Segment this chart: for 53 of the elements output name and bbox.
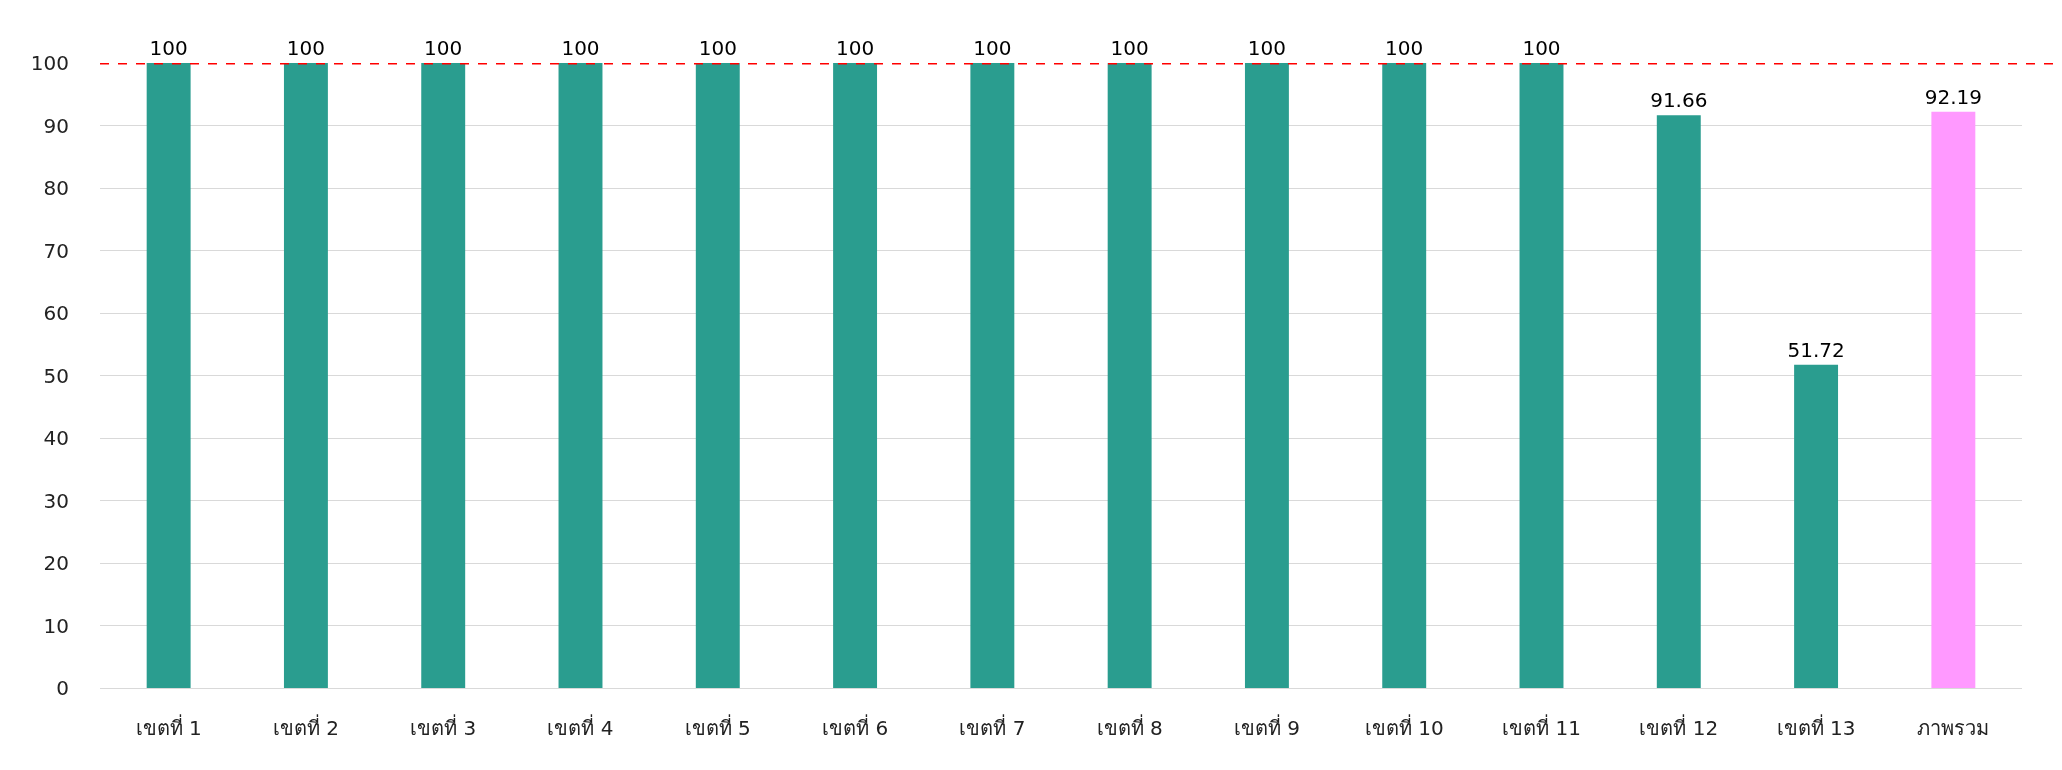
bar — [1382, 63, 1427, 688]
data-label: 100 — [835, 36, 875, 60]
x-tick-label: เขตที่ 10 — [1364, 714, 1444, 740]
bar — [695, 63, 740, 688]
x-tick-label: เขตที่ 1 — [135, 714, 202, 740]
bar — [1656, 115, 1701, 688]
x-tick-label: เขตที่ 7 — [959, 714, 1026, 740]
data-label: 100 — [561, 36, 600, 60]
data-label: 100 — [1247, 36, 1287, 60]
bar — [970, 63, 1015, 688]
data-label: 91.66 — [1650, 88, 1708, 113]
x-tick-label: เขตที่ 13 — [1776, 714, 1856, 740]
y-tick-label: 90 — [43, 113, 69, 138]
data-label: 100 — [698, 36, 737, 60]
y-tick-label: 10 — [43, 613, 69, 638]
data-label: 100 — [1385, 36, 1424, 60]
data-label: 51.72 — [1787, 337, 1845, 362]
bar — [833, 63, 878, 688]
data-label: 100 — [973, 36, 1012, 60]
x-tick-label: เขตที่ 6 — [822, 714, 889, 740]
y-tick-label: 30 — [43, 488, 69, 513]
x-tick-label: เขตที่ 3 — [410, 714, 477, 740]
y-tick-label: 20 — [43, 551, 69, 575]
bar — [558, 63, 603, 688]
x-tick-label: เขตที่ 4 — [547, 714, 614, 740]
bar — [1244, 63, 1289, 688]
x-tick-label: เขตที่ 5 — [684, 714, 751, 740]
x-tick-label: เขตที่ 2 — [272, 714, 339, 740]
data-label: 100 — [1110, 36, 1149, 60]
x-tick-label: เขตที่ 8 — [1096, 714, 1163, 740]
x-tick-label: เขตที่ 11 — [1502, 714, 1581, 740]
bar — [1107, 63, 1152, 688]
bar — [1519, 63, 1564, 688]
data-label: 100 — [1522, 36, 1561, 60]
bar — [1931, 111, 1976, 688]
y-tick-label: 0 — [56, 676, 69, 700]
bar — [146, 63, 191, 688]
data-label: 100 — [149, 36, 188, 60]
bar — [283, 63, 328, 688]
bar — [1794, 364, 1839, 688]
y-tick-label: 60 — [43, 301, 69, 325]
y-tick-label: 40 — [43, 426, 69, 450]
x-tick-label: เขตที่ 12 — [1639, 714, 1719, 740]
y-tick-label: 100 — [30, 51, 69, 75]
bar — [421, 63, 466, 688]
y-tick-label: 70 — [43, 238, 69, 263]
x-tick-label: เขตที่ 9 — [1233, 714, 1300, 740]
data-label: 100 — [286, 36, 326, 60]
y-tick-label: 80 — [43, 176, 69, 200]
x-tick-label: ภาพรวม — [1917, 716, 1990, 740]
y-tick-label: 50 — [43, 363, 69, 388]
data-label: 100 — [424, 36, 463, 60]
data-label: 92.19 — [1924, 84, 1982, 109]
